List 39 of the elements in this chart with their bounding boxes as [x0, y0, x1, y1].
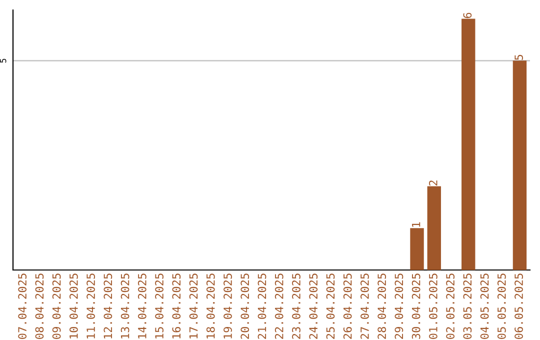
x-tick-label: 17.04.2025	[189, 274, 198, 338]
x-tick-label: 13.04.2025	[120, 274, 130, 338]
x-tick-label: 18.04.2025	[206, 274, 215, 338]
bar	[462, 18, 476, 270]
x-tick-label: 29.04.2025	[394, 274, 404, 339]
x-tick-label: 03.05.2025	[463, 274, 472, 339]
x-tick-label: 19.04.2025	[224, 274, 232, 338]
data-label: 1	[412, 222, 420, 227]
x-tick-label: 06.05.2025	[514, 274, 523, 339]
x-tick-label: 09.04.2025	[52, 274, 61, 339]
x-tick-label: 16.04.2025	[172, 274, 181, 338]
x-tick-label: 10.04.2025	[69, 274, 78, 338]
x-tick-label: 22.04.2025	[274, 274, 284, 339]
x-tick-label: 01.05.2025	[428, 274, 438, 339]
data-label: 5	[514, 54, 523, 60]
x-tick-label: 28.04.2025	[378, 274, 386, 339]
x-tick-label: 30.04.2025	[412, 274, 420, 339]
ref-line-label: 5	[0, 58, 6, 63]
x-tick-label: 07.04.2025	[18, 274, 27, 339]
bar	[512, 60, 527, 270]
bar	[410, 228, 424, 270]
x-tick-label: 12.04.2025	[104, 274, 112, 338]
x-tick-label: 21.04.2025	[258, 274, 266, 339]
x-tick-label: 20.04.2025	[240, 274, 250, 339]
x-tick-label: 25.04.2025	[326, 274, 335, 339]
x-tick-label: 15.04.2025	[155, 274, 164, 338]
x-tick-label: 24.04.2025	[309, 274, 318, 339]
x-tick-label: 27.04.2025	[360, 274, 369, 339]
x-tick-label: 02.05.2025	[446, 274, 455, 339]
x-tick-label: 04.05.2025	[480, 274, 489, 339]
x-tick-label: 14.04.2025	[138, 274, 146, 338]
data-label: 2	[428, 180, 438, 186]
data-label: 6	[463, 12, 472, 18]
x-tick-label: 08.04.2025	[35, 274, 44, 339]
bar	[427, 186, 441, 270]
x-tick-label: 11.04.2025	[86, 274, 95, 338]
x-tick-label: 23.04.2025	[292, 274, 300, 339]
x-tick-label: 05.05.2025	[497, 274, 506, 339]
x-tick-label: 26.04.2025	[343, 274, 352, 339]
